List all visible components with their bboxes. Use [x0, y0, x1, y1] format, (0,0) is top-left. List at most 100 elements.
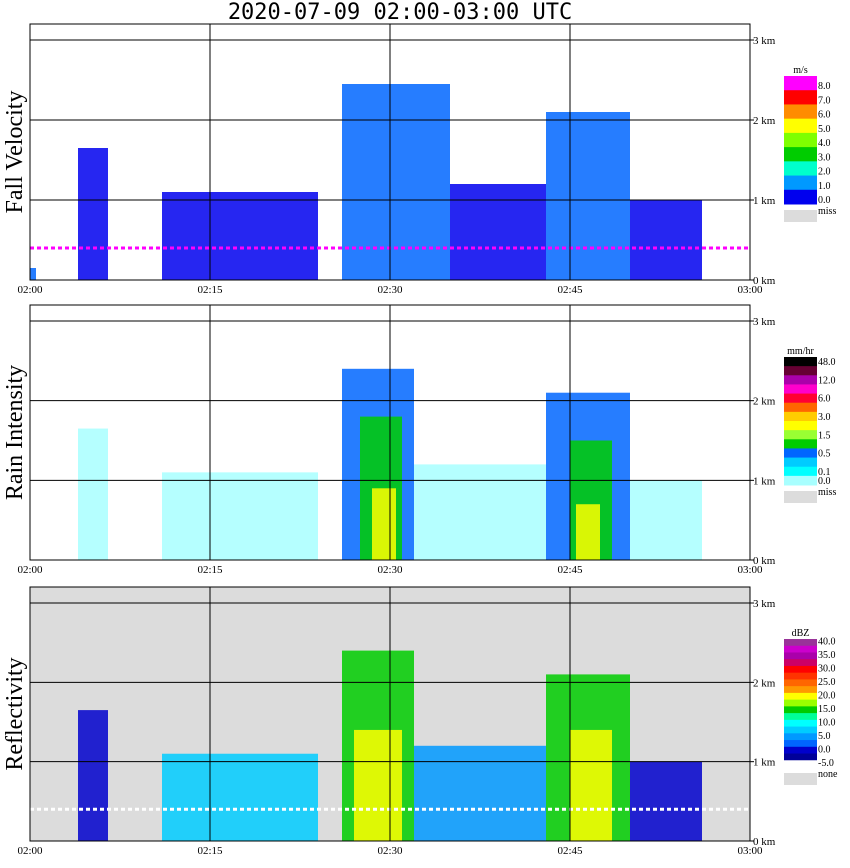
rain-intensity-frame — [29, 304, 751, 561]
reflectivity-ytick: 2 km — [753, 677, 776, 689]
rain-intensity-legend-title: mm/hr — [787, 346, 814, 357]
reflectivity-legend-swatch — [784, 652, 817, 660]
reflectivity-legend-swatch — [784, 672, 817, 680]
reflectivity-echo-1 — [162, 753, 318, 841]
reflectivity-xtick: 02:00 — [17, 845, 43, 857]
rain-intensity-legend-swatch — [784, 421, 817, 431]
fall-velocity-legend-label: 2.0 — [818, 167, 831, 178]
fall-velocity-echo-3 — [342, 84, 450, 280]
reflectivity-echo-7 — [630, 761, 702, 841]
reflectivity-legend-swatch — [784, 753, 817, 761]
rain-intensity-legend-swatch — [784, 393, 817, 404]
reflectivity-legend-label: -5.0 — [818, 758, 834, 769]
reflectivity-echo-4 — [414, 745, 546, 841]
rain-intensity-echo-4 — [372, 488, 396, 560]
reflectivity-legend-swatch — [784, 686, 817, 694]
rain-intensity-legend-swatch — [784, 402, 817, 413]
fall-velocity-legend-swatch — [784, 76, 817, 91]
fall-velocity-ytick: 3 km — [753, 35, 776, 47]
reflectivity-legend-label: 15.0 — [818, 704, 836, 715]
reflectivity-echo-0 — [78, 710, 108, 841]
rain-intensity-legend-swatch — [784, 466, 817, 477]
rain-intensity-legend-miss-swatch — [784, 491, 817, 503]
reflectivity-xtick: 03:00 — [737, 845, 763, 857]
rain-intensity-legend-label: 1.5 — [818, 430, 831, 441]
reflectivity-legend-miss-label: none — [818, 769, 838, 780]
reflectivity-ytick: 1 km — [753, 757, 776, 769]
rain-intensity-legend-swatch — [784, 430, 817, 440]
reflectivity-legend-label: 25.0 — [818, 677, 836, 688]
fall-velocity-echo-2 — [162, 192, 318, 280]
fall-velocity-legend-miss-swatch — [784, 210, 817, 222]
rain-intensity-echo-0 — [78, 428, 108, 560]
rain-intensity-echo-9 — [630, 480, 702, 560]
rain-intensity-legend-label: 3.0 — [818, 412, 831, 423]
rain-intensity-legend-swatch — [784, 475, 817, 486]
fall-velocity-legend-miss-label: miss — [818, 206, 836, 217]
reflectivity-legend-swatch — [784, 692, 817, 701]
reflectivity-legend-swatch — [784, 659, 817, 667]
rain-intensity-panel: 02:00 02:15 02:30 02:45 03:000 km 1 km 2 km 3 k… — [2, 304, 836, 576]
rain-intensity-legend-swatch — [784, 439, 817, 449]
reflectivity-legend-swatch — [784, 746, 817, 755]
reflectivity-ytick: 0 km — [753, 836, 776, 848]
reflectivity-legend-swatch — [784, 719, 817, 728]
rain-intensity-xtick: 02:15 — [197, 564, 223, 576]
fall-velocity-legend-label: 4.0 — [818, 138, 831, 149]
fall-velocity-legend-swatch — [784, 104, 817, 120]
rain-intensity-ytick: 1 km — [753, 475, 776, 487]
fall-velocity-frame — [29, 23, 751, 281]
rain-intensity-xtick: 03:00 — [737, 564, 763, 576]
fall-velocity-ytick: 0 km — [753, 275, 776, 287]
reflectivity-legend-swatch — [784, 726, 817, 734]
fall-velocity-echo-0 — [30, 268, 36, 280]
fall-velocity-xtick: 02:30 — [377, 284, 403, 296]
fall-velocity-ytick: 1 km — [753, 195, 776, 207]
rain-intensity-echo-5 — [414, 464, 546, 560]
fall-velocity-legend-swatch — [784, 161, 817, 177]
fall-velocity-echo-1 — [78, 148, 108, 280]
fall-velocity-legend-label: 1.0 — [818, 181, 831, 192]
rain-intensity-echo-8 — [576, 504, 600, 560]
reflectivity-xtick: 02:15 — [197, 845, 223, 857]
reflectivity-legend-title: dBZ — [792, 628, 810, 639]
reflectivity-legend-miss-swatch — [784, 773, 817, 785]
fall-velocity-echo-5 — [546, 112, 630, 280]
reflectivity-legend-swatch — [784, 679, 817, 687]
rain-intensity-xtick: 02:45 — [557, 564, 583, 576]
fall-velocity-legend-title: m/s — [793, 65, 808, 76]
fall-velocity-legend-label: 8.0 — [818, 81, 831, 92]
rain-intensity-legend-swatch — [784, 357, 817, 367]
fall-velocity-xtick: 03:00 — [737, 284, 763, 296]
reflectivity-legend-label: 35.0 — [818, 650, 836, 661]
reflectivity-legend-swatch — [784, 699, 817, 707]
fall-velocity-ytick: 2 km — [753, 115, 776, 127]
fall-velocity-legend-swatch — [784, 90, 817, 105]
reflectivity-ytick: 3 km — [753, 598, 776, 610]
rain-intensity-legend-label: 12.0 — [818, 375, 836, 386]
rain-intensity-legend-label: 0.1 — [818, 467, 831, 478]
rain-intensity-legend-miss-label: miss — [818, 487, 836, 498]
fall-velocity-legend-swatch — [784, 147, 817, 162]
reflectivity-panel: 02:00 02:15 02:30 02:45 03:000 km 1 km 2 km 3 k… — [2, 586, 838, 857]
fall-velocity-xtick: 02:45 — [557, 284, 583, 296]
fall-velocity-legend-swatch — [784, 175, 817, 191]
rain-intensity-legend-label: 0.5 — [818, 449, 831, 460]
rain-intensity-legend-swatch — [784, 384, 817, 395]
reflectivity-legend-swatch — [784, 760, 817, 768]
fall-velocity-legend-swatch — [784, 132, 817, 148]
rain-intensity-legend-label: 48.0 — [818, 357, 836, 368]
fall-velocity-legend-label: 7.0 — [818, 95, 831, 106]
rain-intensity-legend-swatch — [784, 366, 817, 376]
reflectivity-echo-6 — [570, 729, 612, 841]
chart-title: 2020-07-09 02:00-03:00 UTC — [227, 0, 573, 25]
rain-intensity-ylabel: Rain Intensity — [2, 365, 28, 500]
reflectivity-legend-label: 30.0 — [818, 664, 836, 675]
rain-intensity-xtick: 02:30 — [377, 564, 403, 576]
fall-velocity-legend-label: 3.0 — [818, 152, 831, 163]
reflectivity-legend-swatch — [784, 733, 817, 741]
rain-intensity-legend-swatch — [784, 375, 817, 385]
fall-velocity-echo-6 — [630, 200, 702, 280]
rain-intensity-legend-label: 6.0 — [818, 394, 831, 405]
reflectivity-legend-swatch — [784, 645, 817, 653]
